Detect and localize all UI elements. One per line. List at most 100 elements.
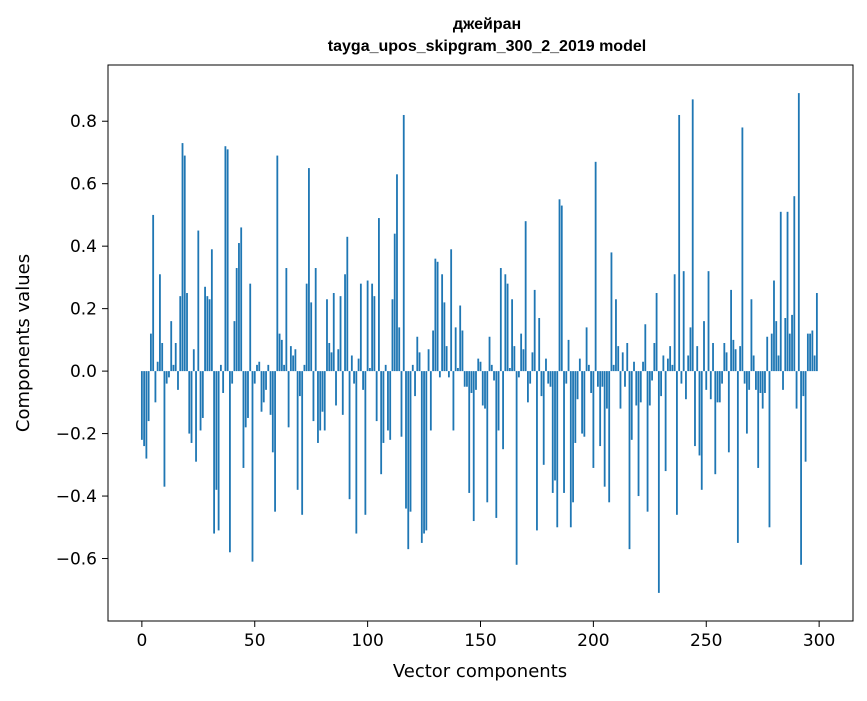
bar-182 bbox=[551, 371, 554, 493]
bar-51 bbox=[256, 364, 258, 372]
bar-247 bbox=[698, 371, 701, 456]
bar-158 bbox=[497, 371, 500, 431]
bar-81 bbox=[323, 371, 326, 431]
bar-69 bbox=[296, 371, 299, 490]
bar-57 bbox=[269, 371, 272, 415]
bar-241 bbox=[685, 371, 687, 400]
bar-194 bbox=[578, 358, 581, 372]
bar-98 bbox=[362, 371, 365, 390]
bar-287 bbox=[788, 333, 791, 372]
bar-237 bbox=[676, 371, 678, 515]
plot-frame bbox=[107, 64, 854, 622]
y-tick-label: 0.4 bbox=[70, 237, 97, 257]
bar-50 bbox=[253, 371, 256, 384]
bar-129 bbox=[432, 330, 434, 372]
bar-286 bbox=[786, 211, 789, 372]
bar-53 bbox=[260, 371, 263, 412]
bar-63 bbox=[283, 364, 285, 372]
bar-82 bbox=[326, 299, 328, 372]
bar-177 bbox=[540, 371, 543, 397]
bar-44 bbox=[240, 227, 243, 372]
bar-299 bbox=[815, 293, 818, 372]
bar-190 bbox=[569, 371, 572, 528]
bar-242 bbox=[687, 355, 690, 372]
bar-209 bbox=[612, 364, 615, 372]
bar-17 bbox=[179, 296, 182, 372]
bar-27 bbox=[201, 371, 204, 418]
bar-11 bbox=[165, 371, 168, 384]
bar-5 bbox=[152, 214, 155, 372]
bar-249 bbox=[703, 321, 705, 372]
bar-117 bbox=[405, 371, 407, 509]
bar-108 bbox=[384, 364, 387, 372]
bar-16 bbox=[177, 371, 179, 390]
bar-39 bbox=[229, 371, 231, 553]
bar-265 bbox=[739, 346, 742, 372]
bar-1 bbox=[143, 371, 146, 447]
bar-278 bbox=[768, 371, 771, 528]
bar-192 bbox=[574, 371, 577, 443]
bar-214 bbox=[624, 371, 626, 387]
bar-37 bbox=[224, 146, 227, 372]
bar-31 bbox=[210, 249, 213, 372]
bar-240 bbox=[682, 271, 685, 372]
bar-153 bbox=[486, 371, 489, 503]
bar-193 bbox=[576, 371, 579, 400]
bar-273 bbox=[757, 371, 760, 468]
bar-238 bbox=[678, 114, 681, 372]
y-tick-label: −0.2 bbox=[56, 425, 97, 445]
bar-84 bbox=[330, 352, 333, 372]
bar-73 bbox=[305, 283, 308, 372]
bar-252 bbox=[709, 371, 712, 400]
bar-224 bbox=[646, 371, 649, 512]
bar-178 bbox=[542, 371, 545, 465]
bar-40 bbox=[231, 371, 234, 384]
bar-208 bbox=[610, 252, 613, 372]
bar-293 bbox=[802, 371, 805, 397]
bar-225 bbox=[648, 371, 651, 406]
x-tick-label: 300 bbox=[803, 631, 835, 651]
bar-156 bbox=[493, 371, 495, 381]
bar-160 bbox=[502, 371, 504, 450]
x-tick-label: 0 bbox=[136, 631, 147, 651]
bar-121 bbox=[414, 371, 416, 397]
bar-142 bbox=[461, 330, 464, 372]
bar-274 bbox=[759, 371, 762, 393]
bar-221 bbox=[639, 371, 642, 403]
bar-276 bbox=[764, 371, 766, 393]
bar-227 bbox=[653, 343, 656, 372]
bar-24 bbox=[195, 371, 197, 462]
bar-99 bbox=[364, 371, 367, 515]
bar-41 bbox=[233, 321, 236, 372]
bar-239 bbox=[680, 371, 683, 384]
bar-171 bbox=[527, 371, 529, 403]
bar-170 bbox=[524, 221, 527, 372]
bar-258 bbox=[723, 343, 726, 372]
bar-20 bbox=[186, 293, 188, 372]
bar-86 bbox=[335, 371, 337, 406]
bar-212 bbox=[619, 371, 622, 409]
bar-103 bbox=[373, 296, 376, 372]
bar-271 bbox=[752, 355, 755, 372]
bar-141 bbox=[459, 305, 462, 372]
bar-115 bbox=[400, 371, 403, 437]
bar-165 bbox=[513, 346, 516, 372]
bar-104 bbox=[375, 371, 378, 422]
bar-46 bbox=[244, 371, 247, 428]
bar-229 bbox=[657, 371, 660, 593]
bar-232 bbox=[664, 371, 667, 472]
bar-294 bbox=[804, 371, 807, 462]
bar-255 bbox=[716, 371, 719, 403]
bar-127 bbox=[427, 349, 430, 372]
bar-71 bbox=[301, 371, 304, 515]
bar-13 bbox=[170, 321, 173, 372]
bar-151 bbox=[481, 371, 484, 406]
bar-233 bbox=[666, 358, 669, 372]
chart-subtitle: tayga_upos_skipgram_300_2_2019 model bbox=[328, 38, 646, 55]
bar-169 bbox=[522, 349, 525, 372]
x-tick-label: 150 bbox=[464, 631, 496, 651]
bar-270 bbox=[750, 299, 753, 372]
chart-title: джейран bbox=[453, 16, 521, 33]
bar-29 bbox=[206, 296, 209, 372]
bar-264 bbox=[736, 371, 739, 543]
